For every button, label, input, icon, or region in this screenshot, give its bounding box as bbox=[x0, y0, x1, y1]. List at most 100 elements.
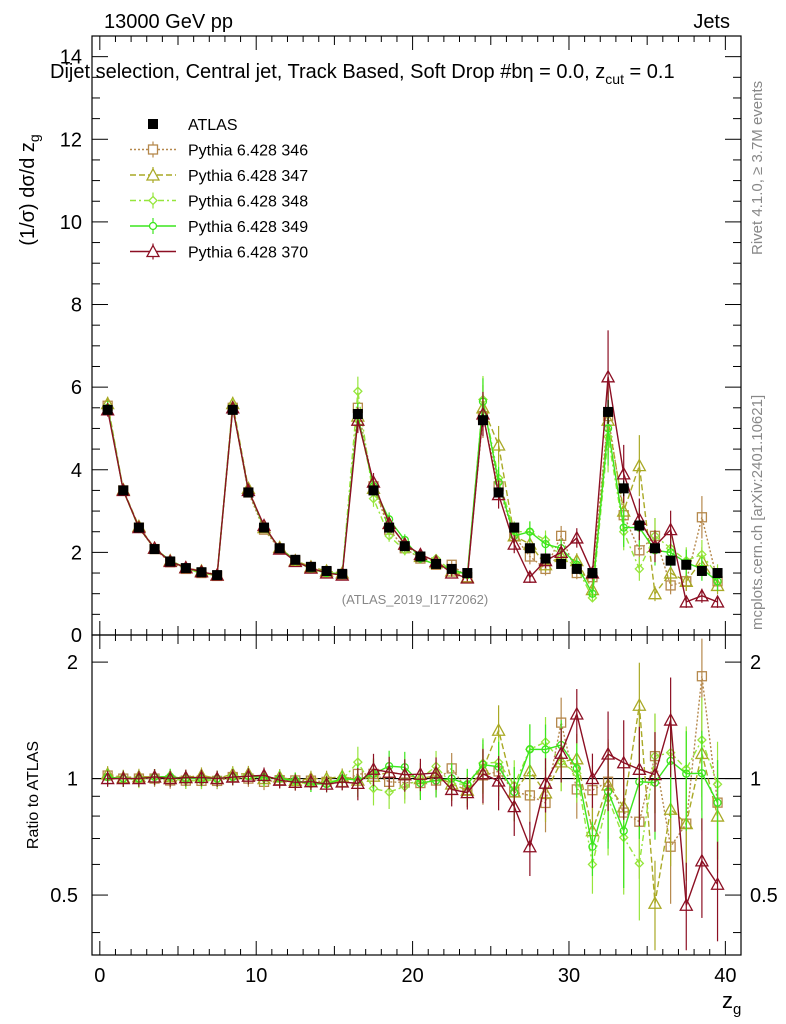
data-point bbox=[632, 458, 647, 472]
ratio-data-point bbox=[382, 764, 397, 778]
x-tick-label: 0 bbox=[94, 965, 105, 987]
ratio-data-point bbox=[585, 771, 600, 785]
ratio-data-point bbox=[647, 895, 663, 909]
ratio-data-point bbox=[116, 771, 131, 785]
selection-title-eta: η = 0.0, z bbox=[522, 61, 605, 83]
ratio-series-line bbox=[107, 738, 719, 866]
main-y-axis-label: (1/σ) dσ/d zg bbox=[17, 134, 42, 245]
legend-label: ATLAS bbox=[188, 117, 238, 134]
series-line bbox=[106, 401, 718, 597]
ratio-data-point bbox=[694, 853, 709, 867]
ratio-data-point bbox=[178, 770, 193, 784]
atlas-data-point bbox=[509, 522, 520, 533]
legend-marker bbox=[148, 221, 158, 231]
atlas-data-point bbox=[149, 544, 160, 555]
legend-marker bbox=[145, 167, 161, 181]
ratio-y-tick-label-left: 2 bbox=[67, 652, 78, 674]
data-point bbox=[554, 545, 569, 559]
atlas-data-point bbox=[321, 565, 332, 576]
atlas-data-point bbox=[259, 522, 270, 533]
x-tick-label: 20 bbox=[401, 965, 423, 987]
x-tick-label: 10 bbox=[245, 965, 267, 987]
atlas-data-point bbox=[212, 570, 223, 581]
data-point bbox=[541, 539, 550, 549]
legend-marker bbox=[148, 195, 158, 206]
ratio-data-point bbox=[350, 776, 365, 790]
ratio-data-point bbox=[491, 722, 506, 736]
series-0-ratio bbox=[102, 638, 723, 904]
atlas-data-point bbox=[384, 522, 395, 533]
main-y-tick-label: 10 bbox=[60, 212, 82, 234]
ratio-y-tick-label-right: 1 bbox=[750, 769, 761, 791]
atlas-data-point bbox=[571, 563, 582, 574]
data-point bbox=[352, 386, 363, 397]
data-point bbox=[694, 588, 709, 602]
ratio-data-point bbox=[147, 769, 162, 783]
atlas-data-point bbox=[352, 408, 363, 419]
ratio-data-point bbox=[288, 774, 303, 788]
main-y-axis-label-text: (1/σ) dσ/d z bbox=[17, 142, 39, 246]
ratio-series-line bbox=[107, 705, 719, 904]
analysis-watermark: (ATLAS_2019_I1772062) bbox=[342, 592, 488, 607]
ratio-data-point bbox=[632, 761, 647, 775]
atlas-data-point bbox=[102, 404, 113, 415]
ratio-data-point bbox=[100, 771, 115, 785]
ratio-data-point bbox=[256, 768, 272, 782]
series-4-main bbox=[100, 330, 725, 608]
legend-label: Pythia 6.428 348 bbox=[188, 194, 308, 211]
legend-label: Pythia 6.428 370 bbox=[188, 245, 308, 262]
atlas-data-point bbox=[524, 543, 535, 554]
ratio-data-point bbox=[491, 773, 506, 787]
legend-marker-atlas bbox=[148, 119, 158, 129]
atlas-data-point bbox=[399, 541, 410, 552]
selection-title: Dijet selection, Central jet, Track Base… bbox=[50, 61, 675, 87]
atlas-data-point bbox=[556, 558, 567, 569]
atlas-data-point bbox=[649, 543, 660, 554]
ratio-data-point bbox=[460, 785, 475, 799]
legend-label: Pythia 6.428 347 bbox=[188, 168, 308, 185]
ratio-data-point bbox=[319, 776, 334, 790]
series-4-ratio bbox=[100, 677, 725, 951]
ratio-y-tick-label-right: 0.5 bbox=[750, 885, 778, 907]
atlas-data-point bbox=[540, 553, 551, 564]
data-point bbox=[679, 573, 694, 587]
series-1-ratio bbox=[100, 662, 725, 951]
main-y-tick-label: 0 bbox=[71, 625, 82, 647]
main-y-tick-label: 4 bbox=[71, 460, 82, 482]
atlas-data-point bbox=[196, 567, 207, 578]
series-0-main bbox=[102, 376, 723, 595]
ratio-series-line bbox=[107, 711, 719, 906]
ratio-data-point bbox=[225, 769, 240, 783]
atlas-data-point bbox=[618, 483, 629, 494]
atlas-data-point bbox=[274, 543, 285, 554]
x-tick-label: 30 bbox=[558, 965, 580, 987]
ratio-data-point bbox=[616, 755, 631, 769]
data-point bbox=[663, 565, 678, 579]
ratio-data-point bbox=[384, 787, 395, 797]
ratio-data-point bbox=[554, 745, 569, 759]
atlas-data-point bbox=[446, 563, 457, 574]
x-axis-label: zg bbox=[722, 988, 741, 1018]
ratio-data-point bbox=[444, 782, 459, 796]
ratio-data-point bbox=[569, 706, 584, 720]
atlas-data-point bbox=[681, 559, 692, 570]
ratio-data-point bbox=[572, 764, 581, 773]
atlas-data-point bbox=[603, 406, 614, 417]
atlas-data-point bbox=[368, 485, 379, 496]
data-point bbox=[350, 412, 365, 426]
ratio-data-point bbox=[397, 767, 412, 781]
atlas-data-point bbox=[477, 415, 488, 426]
ratio-data-point bbox=[507, 799, 522, 813]
ratio-y-tick-label-left: 1 bbox=[67, 769, 78, 791]
series-line bbox=[106, 405, 719, 587]
ratio-data-point bbox=[475, 766, 491, 780]
data-point bbox=[696, 512, 708, 523]
ratio-data-point bbox=[710, 876, 725, 890]
ratio-data-point bbox=[272, 772, 287, 786]
ratio-plot-panel bbox=[91, 634, 742, 956]
atlas-data-point bbox=[165, 556, 176, 567]
atlas-data-point bbox=[227, 404, 238, 415]
ratio-y-tick-label-left: 0.5 bbox=[50, 885, 78, 907]
ratio-data-point bbox=[131, 771, 147, 785]
